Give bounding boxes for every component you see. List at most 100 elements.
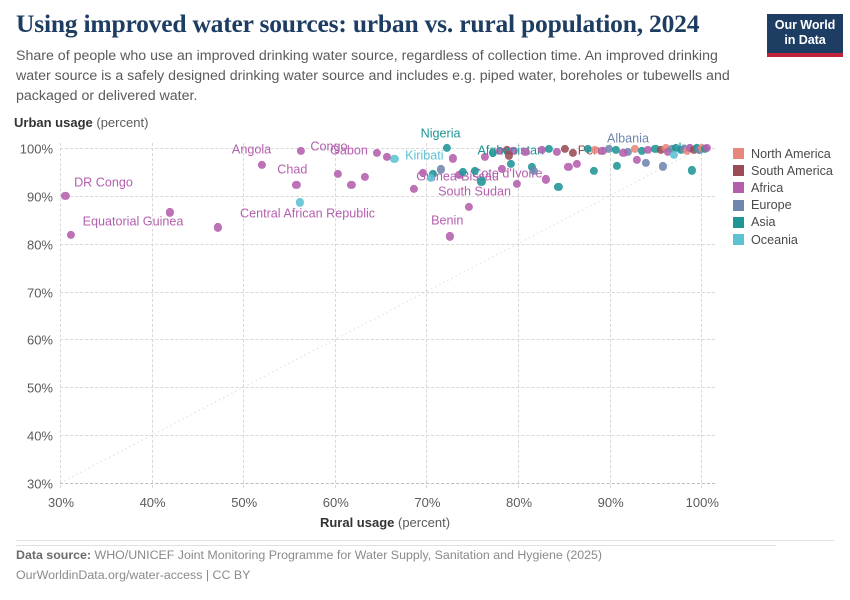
- gridline-horizontal: 50%: [27, 381, 715, 396]
- scatter-point[interactable]: [513, 180, 522, 189]
- scatter-point-label: Kiribati: [405, 148, 444, 163]
- legend-item[interactable]: South America: [733, 162, 848, 179]
- chart-header: Using improved water sources: urban vs. …: [16, 9, 756, 106]
- owid-link[interactable]: OurWorldinData.org/water-access: [16, 567, 203, 582]
- scatter-point[interactable]: [598, 147, 607, 156]
- legend-swatch-icon: [733, 234, 744, 246]
- scatter-point[interactable]: [568, 148, 578, 157]
- scatter-point[interactable]: [671, 144, 680, 153]
- scatter-point[interactable]: [702, 143, 711, 152]
- scatter-point-label: Benin: [431, 214, 464, 229]
- x-axis-tick-label: 90%: [597, 495, 624, 510]
- scatter-point[interactable]: [552, 147, 561, 156]
- scatter-point[interactable]: [296, 146, 306, 155]
- scatter-point-label: Equatorial Guinea: [82, 214, 184, 229]
- scatter-point[interactable]: [480, 152, 490, 161]
- scatter-point[interactable]: [455, 171, 464, 180]
- scatter-point[interactable]: [604, 144, 613, 153]
- legend-item[interactable]: Oceania: [733, 231, 848, 248]
- scatter-point[interactable]: [442, 143, 451, 152]
- scatter-point[interactable]: [448, 154, 458, 163]
- scatter-point[interactable]: [213, 223, 222, 232]
- legend-item[interactable]: Africa: [733, 179, 848, 196]
- scatter-point[interactable]: [61, 191, 70, 200]
- scatter-point[interactable]: [418, 168, 427, 177]
- scatter-point[interactable]: [590, 145, 600, 154]
- scatter-point[interactable]: [333, 170, 342, 179]
- scatter-point[interactable]: [541, 175, 550, 184]
- scatter-point[interactable]: [477, 177, 486, 186]
- scatter-point[interactable]: [426, 173, 436, 182]
- scatter-point[interactable]: [295, 198, 305, 207]
- scatter-point[interactable]: [458, 167, 468, 176]
- scatter-point[interactable]: [504, 151, 513, 160]
- scatter-point[interactable]: [489, 148, 498, 157]
- legend-item[interactable]: Asia: [733, 214, 848, 231]
- scatter-point[interactable]: [165, 208, 175, 217]
- scatter-point[interactable]: [360, 172, 370, 181]
- gridline-horizontal: 40%: [27, 429, 715, 444]
- x-axis-title-bold: Rural usage: [319, 515, 395, 530]
- scatter-point[interactable]: [446, 232, 455, 241]
- scatter-point[interactable]: [637, 146, 646, 155]
- y-axis-tick-label: 70%: [26, 285, 53, 301]
- scatter-point[interactable]: [633, 156, 642, 165]
- scatter-point[interactable]: [583, 144, 592, 153]
- scatter-point[interactable]: [545, 145, 554, 154]
- scatter-point[interactable]: [658, 162, 667, 171]
- scatter-point[interactable]: [656, 146, 666, 155]
- legend-swatch-icon: [733, 148, 744, 160]
- scatter-point[interactable]: [619, 148, 628, 158]
- scatter-point[interactable]: [497, 164, 506, 173]
- scatter-point[interactable]: [642, 159, 651, 168]
- scatter-point-label: Gabon: [330, 143, 368, 158]
- scatter-point[interactable]: [470, 167, 480, 176]
- scatter-point[interactable]: [382, 152, 392, 161]
- legend-item[interactable]: Europe: [733, 197, 848, 214]
- scatter-point[interactable]: [502, 145, 512, 154]
- scatter-point[interactable]: [669, 150, 678, 159]
- scatter-point[interactable]: [66, 230, 76, 240]
- scatter-point[interactable]: [651, 144, 660, 153]
- gridline-vertical: 30%: [48, 143, 74, 510]
- scatter-point[interactable]: [292, 180, 301, 189]
- scatter-point[interactable]: [623, 147, 633, 156]
- scatter-point[interactable]: [560, 145, 569, 154]
- gridline-horizontal: 100%: [20, 141, 715, 156]
- scatter-point[interactable]: [527, 162, 536, 172]
- scatter-point[interactable]: [495, 147, 504, 156]
- scatter-point-label: Nigeria: [420, 126, 461, 141]
- scatter-point[interactable]: [572, 159, 581, 169]
- scatter-point[interactable]: [688, 166, 697, 175]
- scatter-canvas[interactable]: 30% 40% 50% 60% 70% 80% 90% 100% 30% 40% 50% 60% 70%…: [20, 127, 719, 510]
- page-title: Using improved water sources: urban vs. …: [16, 9, 700, 38]
- scatter-point[interactable]: [390, 155, 399, 164]
- scatter-point[interactable]: [612, 161, 622, 171]
- scatter-point[interactable]: [554, 182, 563, 191]
- scatter-point[interactable]: [537, 146, 546, 155]
- scatter-point[interactable]: [506, 159, 515, 168]
- legend-item[interactable]: North America: [733, 145, 848, 162]
- y-axis-tick-label: 100%: [19, 141, 53, 157]
- chart-subtitle: Share of people who use an improved drin…: [16, 47, 730, 105]
- scatter-point[interactable]: [521, 148, 530, 157]
- license-label[interactable]: CC BY: [212, 567, 251, 582]
- scatter-point[interactable]: [347, 180, 356, 189]
- legend-item-label: Europe: [751, 198, 792, 213]
- legend-swatch-icon: [733, 216, 744, 228]
- scatter-point[interactable]: [436, 165, 446, 174]
- owid-logo[interactable]: Our World in Data: [767, 14, 843, 57]
- scatter-point[interactable]: [611, 146, 621, 155]
- scatter-point[interactable]: [372, 148, 382, 157]
- scatter-point[interactable]: [564, 162, 573, 172]
- scatter-point[interactable]: [257, 160, 266, 169]
- scatter-point[interactable]: [529, 167, 538, 176]
- scatter-point[interactable]: [464, 203, 473, 212]
- scatter-point[interactable]: [409, 184, 418, 193]
- scatter-point[interactable]: [509, 146, 518, 155]
- scatter-point[interactable]: [589, 166, 599, 175]
- gridline-horizontal: 60%: [27, 333, 715, 348]
- scatter-point[interactable]: [644, 145, 653, 154]
- scatter-point[interactable]: [631, 144, 640, 153]
